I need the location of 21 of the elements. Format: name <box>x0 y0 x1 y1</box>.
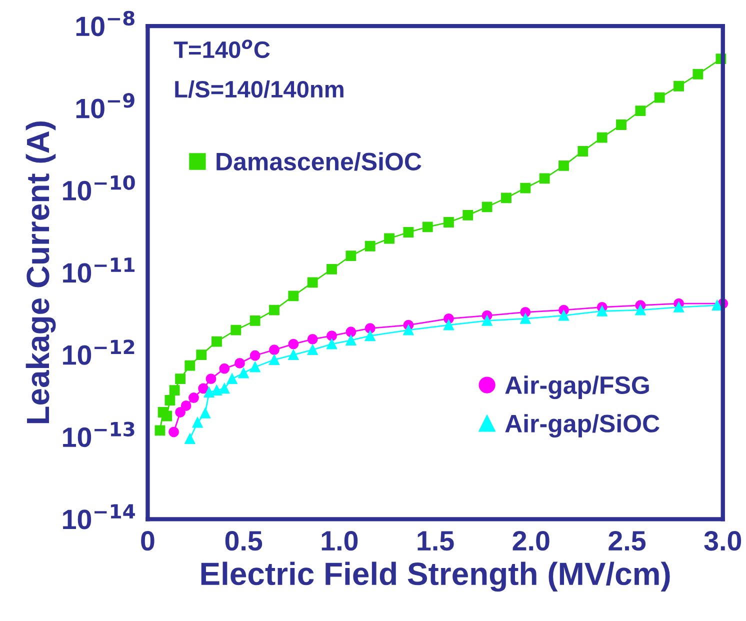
y-tick-label: 10$^{−9}$ <box>76 93 134 118</box>
y-tick-label: 10$^{−10}$ <box>63 175 135 201</box>
y-axis-title: Leakage Current (A) <box>26 122 56 424</box>
x-tick-label: 1.5 <box>418 531 454 551</box>
annotation: T=140$^{o}$C <box>174 40 270 58</box>
legend-label: Air-gap/FSG <box>505 376 649 400</box>
y-tick-label: 10$^{−14}$ <box>63 504 135 530</box>
y-tick-label: 10$^{−8}$ <box>76 10 134 36</box>
x-tick-label: 1.0 <box>322 531 358 551</box>
x-tick-label: 3.0 <box>704 531 742 551</box>
x-tick-label: 0 <box>141 531 154 551</box>
annotation: L/S=140/140nm <box>175 80 344 98</box>
x-tick-label: 2.0 <box>512 531 550 551</box>
x-tick-label: 2.5 <box>608 531 646 551</box>
legend-label: Damascene/SiOC <box>216 152 422 171</box>
x-axis-title: Electric Field Strength (MV/cm) <box>201 562 670 592</box>
legend-label: Air-gap/SiOC <box>505 414 660 438</box>
y-tick-label: 10$^{−12}$ <box>63 340 134 365</box>
y-tick-label: 10$^{−13}$ <box>63 422 134 448</box>
x-tick-label: 0.5 <box>225 531 262 551</box>
y-tick-label: 10$^{−11}$ <box>63 258 134 283</box>
